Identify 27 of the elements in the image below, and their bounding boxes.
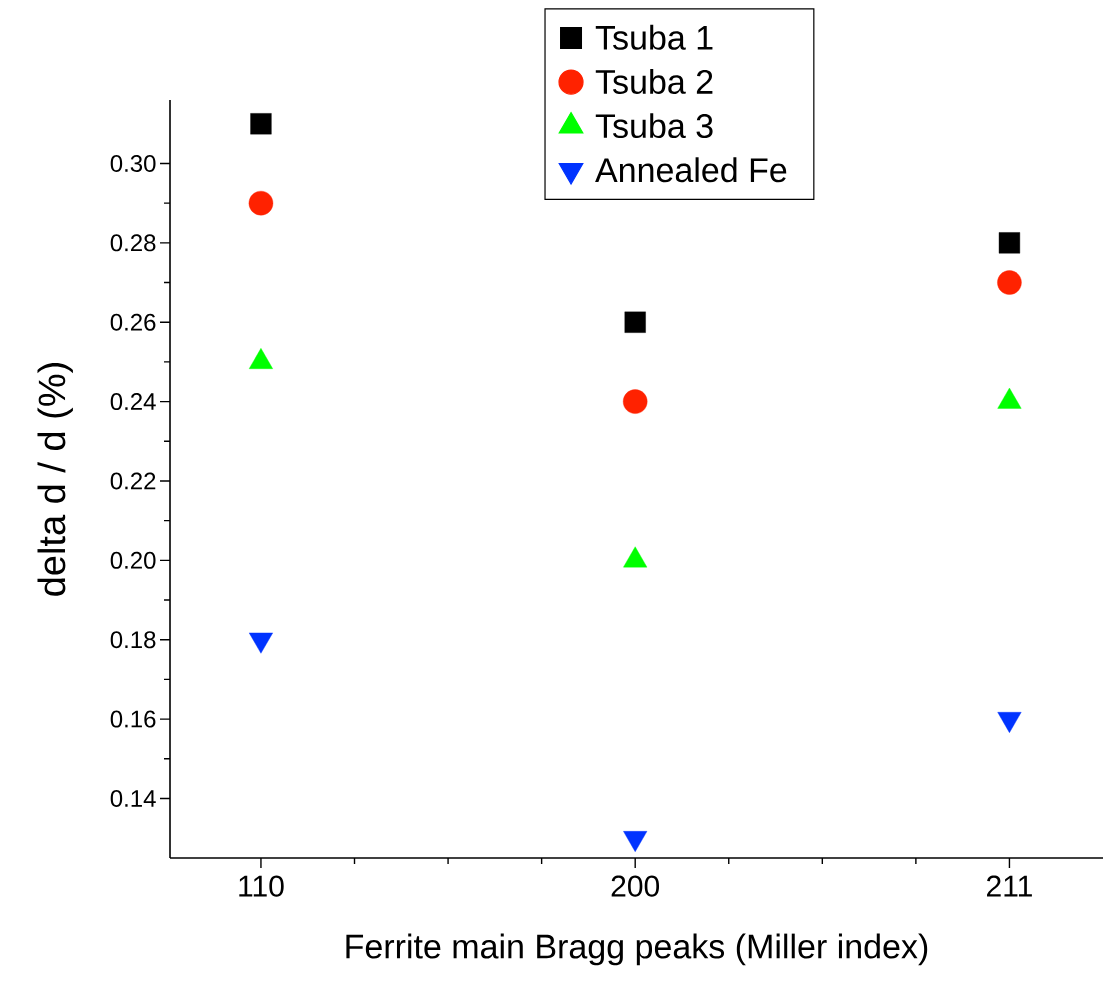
legend-label: Tsuba 2: [595, 69, 713, 94]
x-axis-title: Ferrite main Bragg peaks (Miller index): [346, 933, 928, 966]
x-tick-label: 200: [611, 875, 660, 897]
y-axis-title: delta d / d (%): [37, 363, 73, 596]
point: [998, 232, 1021, 254]
y-tick-label: 0.18: [110, 631, 156, 649]
point: [622, 389, 648, 414]
y-tick-label: 0.14: [110, 789, 156, 807]
point: [997, 270, 1022, 295]
y-tick-label: 0.28: [110, 234, 156, 252]
point: [624, 311, 646, 333]
point: [248, 190, 274, 216]
y-tick-label: 0.30: [110, 155, 156, 172]
legend-label: Tsuba 1: [595, 24, 713, 50]
x-tick-label: 211: [987, 875, 1032, 897]
y-tick-label: 0.20: [110, 551, 156, 569]
y-tick-label: 0.22: [110, 472, 156, 490]
point: [248, 632, 273, 654]
x-tick-label: 110: [239, 875, 284, 897]
point: [623, 831, 648, 852]
y-tick-label: 0.16: [110, 710, 156, 728]
y-tick-label: 0.26: [110, 313, 156, 331]
point: [250, 113, 272, 135]
legend-label: Annealed Fe: [595, 157, 787, 183]
y-tick-label: 0.24: [110, 393, 156, 411]
point: [997, 712, 1022, 733]
legend-label: Tsuba 3: [595, 113, 713, 139]
